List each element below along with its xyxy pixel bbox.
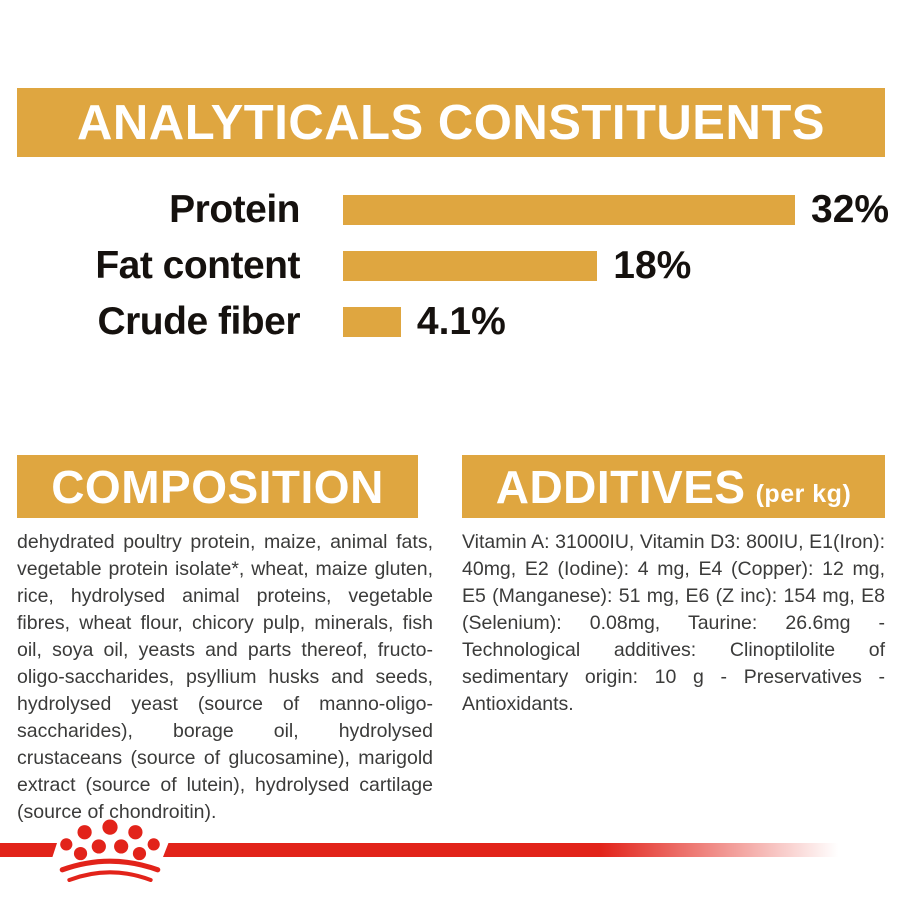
composition-title: COMPOSITION: [51, 460, 384, 513]
info-columns: COMPOSITION dehydrated poultry protein, …: [17, 455, 885, 826]
nutrient-bar-chart: Protein 32% Fat content 18% Crude fiber 4.1%: [0, 182, 900, 350]
composition-header: COMPOSITION: [17, 455, 418, 518]
analytical-constituents-title: ANALYTICALS CONSTITUENTS: [77, 95, 825, 150]
bar: [343, 307, 401, 337]
analytical-constituents-header: ANALYTICALS CONSTITUENTS: [17, 88, 885, 157]
chart-row: Fat content 18%: [0, 238, 900, 294]
brand-stripe-right: [163, 843, 845, 857]
bar: [343, 195, 795, 225]
composition-section: COMPOSITION dehydrated poultry protein, …: [17, 455, 433, 826]
additives-unit-note: (per kg): [755, 480, 852, 508]
bar: [343, 251, 598, 281]
chart-row: Protein 32%: [0, 182, 900, 238]
additives-body-text: Vitamin A: 31000IU, Vitamin D3: 800IU, E…: [462, 531, 885, 715]
bar-value-label: 4.1%: [416, 300, 506, 343]
brand-stripe-left: [0, 843, 57, 857]
bar-value-label: 18%: [613, 244, 692, 287]
additives-header: ADDITIVES (per kg): [462, 455, 885, 518]
chart-row: Crude fiber 4.1%: [0, 294, 900, 350]
bar-value-label: 32%: [811, 188, 890, 231]
bar-category-label: Protein: [169, 188, 300, 231]
bar-category-label: Fat content: [95, 244, 300, 287]
additives-section: ADDITIVES (per kg) Vitamin A: 31000IU, V…: [462, 455, 885, 826]
composition-body-text: dehydrated poultry protein, maize, anima…: [17, 531, 433, 823]
royal-canin-crown-logo-icon: [59, 819, 161, 882]
additives-title: ADDITIVES: [495, 460, 746, 513]
bar-category-label: Crude fiber: [97, 300, 300, 343]
